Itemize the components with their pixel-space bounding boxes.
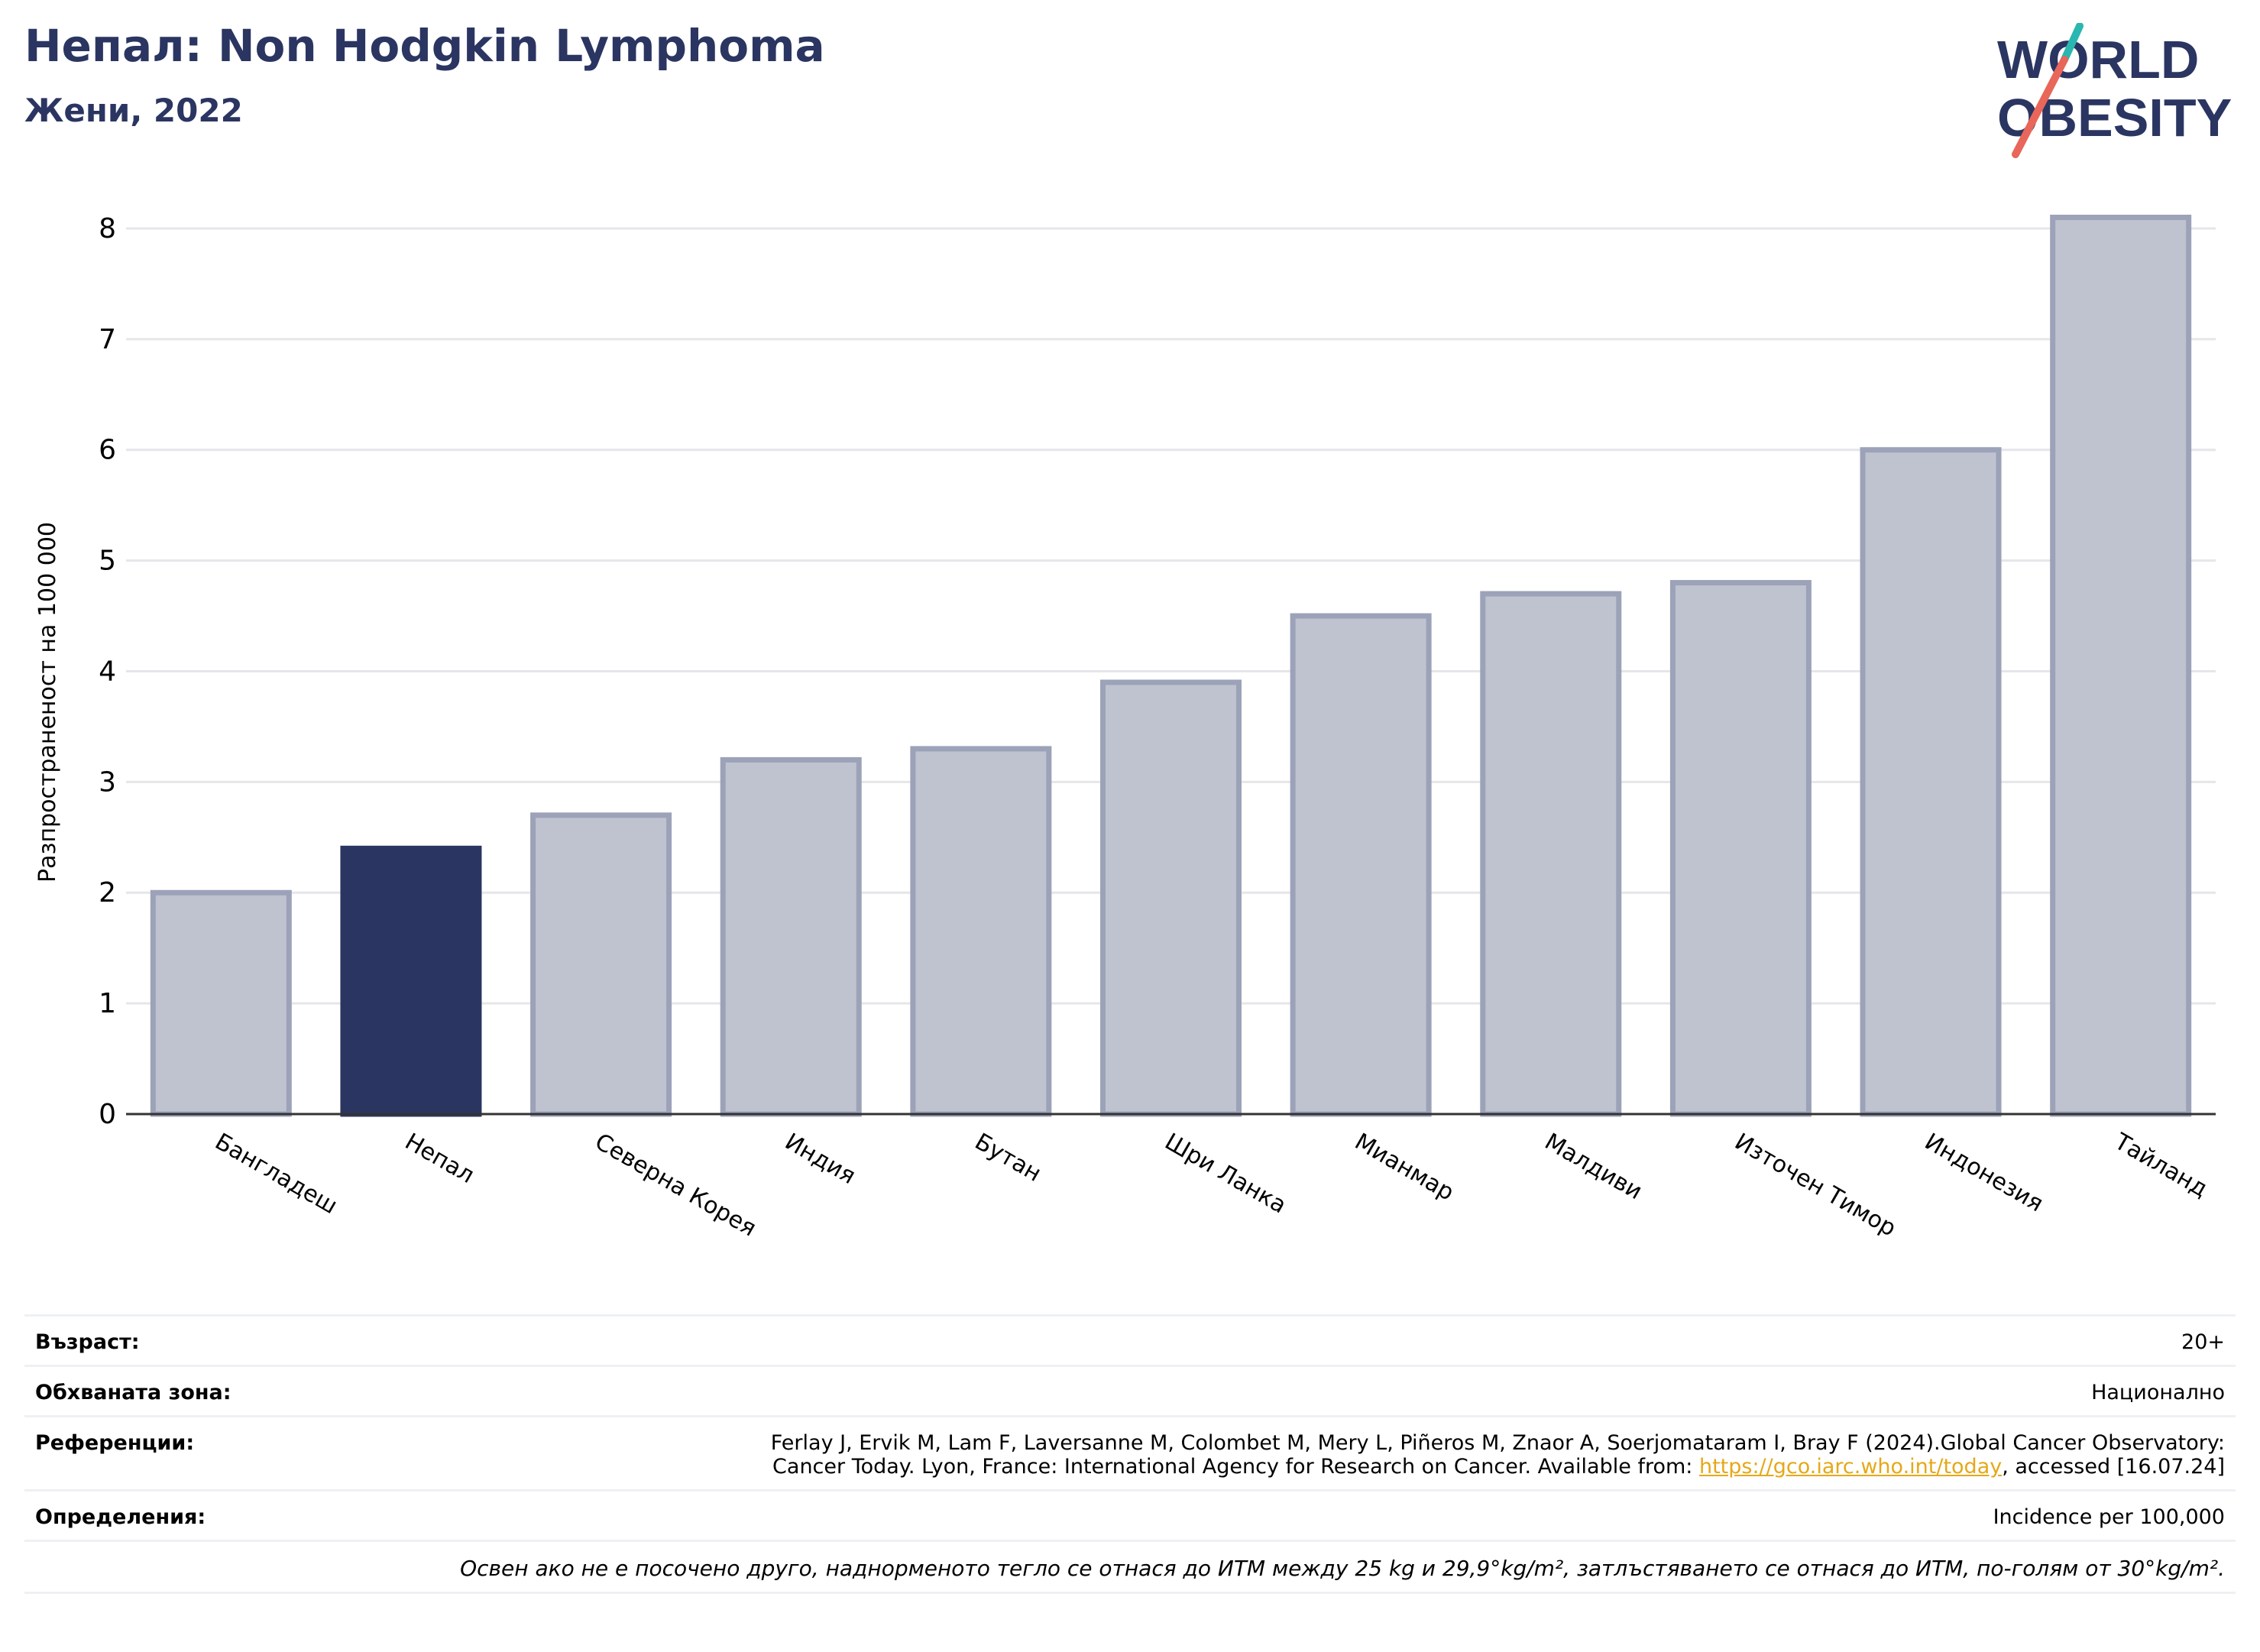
y-tick-label: 6: [99, 435, 116, 466]
y-tick-labels: 0 1 2 3 4 5 6 7 8: [99, 213, 116, 1130]
references-value: Ferlay J, Ervik M, Lam F, Laversanne M, …: [771, 1431, 2225, 1479]
x-tick-label: Тайланд: [2109, 1128, 2213, 1203]
bars: [150, 214, 2192, 1117]
info-row-note: Освен ако не е посочено друго, наднормен…: [24, 1540, 2236, 1594]
info-table: Възраст: 20+ Обхваната зона: Национално …: [24, 1314, 2236, 1594]
info-row-references: Референции: Ferlay J, Ervik M, Lam F, La…: [24, 1415, 2236, 1489]
bar: [1290, 613, 1432, 1117]
bar-highlight: [340, 845, 482, 1117]
bar: [1669, 580, 1812, 1117]
chart-subtitle: Жени, 2022: [24, 92, 243, 129]
bar: [720, 756, 862, 1117]
logo-slash-red: [2012, 56, 2068, 158]
bar: [530, 812, 672, 1117]
bar: [1480, 591, 1622, 1117]
bar: [1100, 679, 1242, 1117]
bar: [1860, 447, 2002, 1117]
world-obesity-logo: WORLD OBESITY: [1997, 23, 2232, 158]
y-tick-label: 0: [99, 1099, 116, 1130]
info-row-coverage: Обхваната зона: Национално: [24, 1365, 2236, 1415]
references-link[interactable]: https://gco.iarc.who.int/today: [1698, 1455, 2003, 1479]
x-tick-label: Бангладеш: [210, 1129, 342, 1220]
chart-title: Непал: Non Hodgkin Lymphoma: [24, 20, 825, 72]
bar-chart: 0 1 2 3 4 5 6 7 8 Бангладеш Непал Северна Корея Инд…: [34, 213, 2216, 1242]
x-tick-labels: Бангладеш Непал Северна Корея Индия Бутан Шри…: [210, 1128, 2212, 1242]
info-row-age: Възраст: 20+: [24, 1314, 2236, 1365]
y-tick-label: 3: [99, 766, 116, 798]
y-tick-label: 5: [99, 546, 116, 577]
x-tick-label: Северна Корея: [591, 1129, 761, 1242]
coverage-label: Обхваната зона:: [35, 1381, 232, 1404]
bar: [150, 889, 292, 1117]
y-tick-label: 1: [99, 988, 116, 1019]
y-axis-label: Разпространеност на 100 000: [34, 522, 61, 883]
age-value: 20+: [2181, 1330, 2225, 1354]
x-tick-label: Индия: [780, 1129, 860, 1190]
coverage-value: Национално: [2091, 1381, 2225, 1404]
y-tick-label: 4: [99, 656, 116, 687]
info-row-definitions: Определения: Incidence per 100,000: [24, 1489, 2236, 1540]
x-tick-label: Бутан: [970, 1129, 1046, 1187]
references-line2-before: Cancer Today. Lyon, France: Internationa…: [772, 1455, 1699, 1479]
definitions-value: Incidence per 100,000: [1993, 1505, 2225, 1529]
logo-line1: WORLD: [1997, 30, 2199, 89]
logo-slash-teal: [2061, 23, 2084, 63]
age-label: Възраст:: [35, 1330, 140, 1354]
x-tick-label: Източен Тимор: [1730, 1129, 1900, 1242]
x-tick-label: Малдиви: [1540, 1129, 1646, 1206]
definitions-label: Определения:: [35, 1505, 206, 1529]
x-tick-label: Мианмар: [1350, 1129, 1459, 1207]
x-tick-label: Индонезия: [1920, 1129, 2048, 1218]
references-line2-after: , accessed [16.07.24]: [2002, 1455, 2225, 1479]
bar: [910, 746, 1052, 1117]
bar: [2050, 214, 2192, 1117]
y-tick-label: 2: [99, 877, 116, 909]
x-tick-label: Шри Ланка: [1161, 1129, 1291, 1220]
references-line1: Ferlay J, Ervik M, Lam F, Laversanne M, …: [770, 1431, 2225, 1455]
y-tick-label: 8: [99, 213, 116, 245]
references-label: Референции:: [35, 1431, 195, 1455]
definition-note: Освен ако не е посочено друго, наднормен…: [460, 1556, 2225, 1581]
y-tick-label: 7: [99, 324, 116, 355]
x-tick-label: Непал: [400, 1129, 479, 1189]
